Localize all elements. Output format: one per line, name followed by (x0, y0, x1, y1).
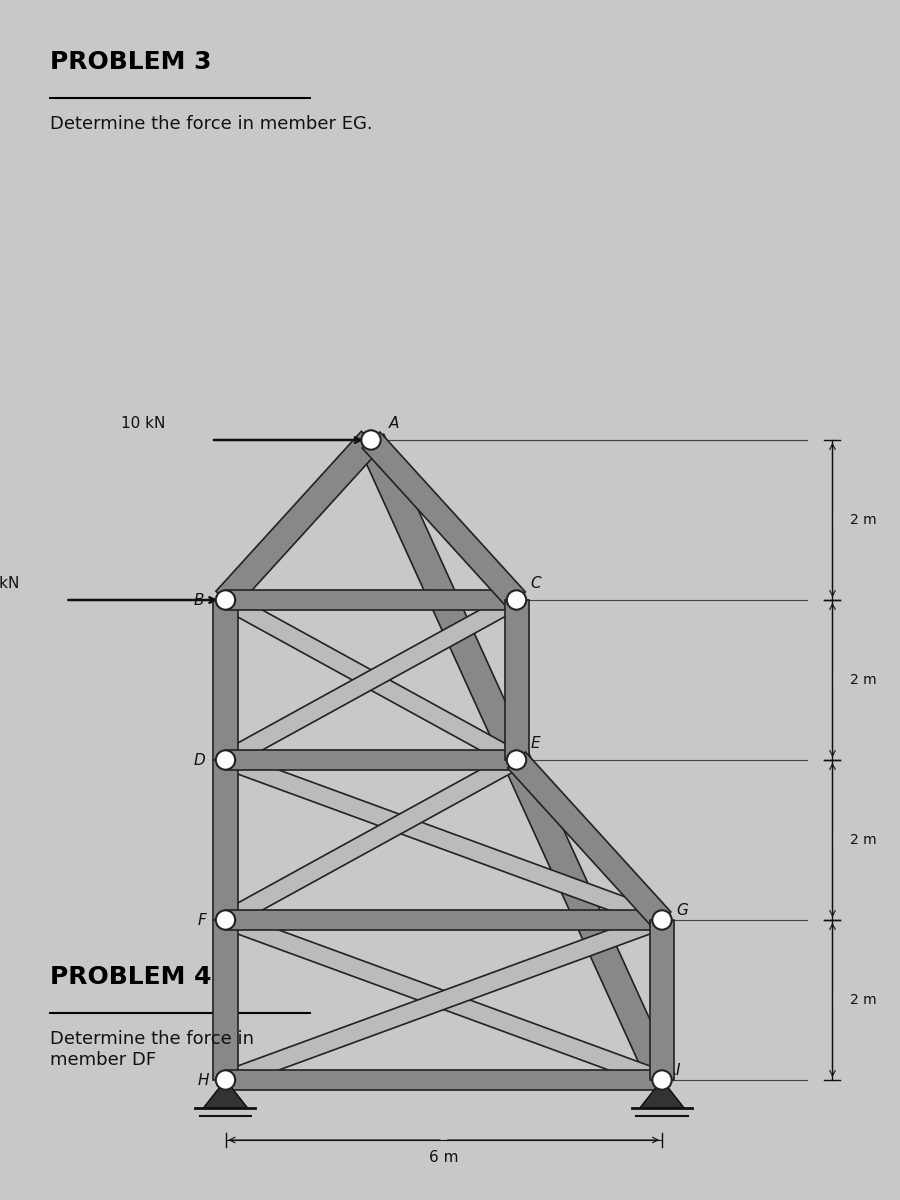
Text: C: C (530, 576, 541, 590)
Text: A: A (389, 416, 400, 431)
Polygon shape (362, 432, 526, 608)
Circle shape (652, 1070, 671, 1090)
Circle shape (507, 590, 526, 610)
Text: F: F (197, 913, 206, 928)
Circle shape (652, 911, 671, 930)
Text: Determine the force in member EG.: Determine the force in member EG. (50, 115, 373, 133)
Polygon shape (226, 910, 662, 930)
Text: 10 kN: 10 kN (121, 416, 166, 431)
Text: 2 m: 2 m (850, 833, 878, 847)
Circle shape (216, 750, 235, 769)
Polygon shape (222, 751, 665, 929)
Polygon shape (505, 600, 528, 760)
Text: 2 m: 2 m (850, 512, 878, 527)
Text: PROBLEM 4: PROBLEM 4 (50, 965, 212, 989)
Polygon shape (221, 592, 521, 768)
Text: B: B (194, 593, 204, 608)
Polygon shape (212, 600, 238, 760)
Text: E: E (530, 736, 540, 751)
Text: PROBLEM 3: PROBLEM 3 (50, 50, 212, 74)
Text: Determine the force in
member DF: Determine the force in member DF (50, 1030, 254, 1069)
Text: 2 m: 2 m (850, 994, 878, 1007)
Text: D: D (194, 754, 205, 768)
Polygon shape (221, 752, 521, 928)
Text: 2 m: 2 m (850, 673, 878, 686)
Text: I: I (676, 1063, 680, 1078)
Circle shape (361, 431, 381, 450)
Polygon shape (203, 1080, 248, 1108)
Polygon shape (650, 920, 674, 1080)
Polygon shape (216, 431, 381, 608)
Polygon shape (358, 434, 675, 1086)
Polygon shape (212, 760, 238, 920)
Polygon shape (226, 1070, 662, 1090)
Circle shape (216, 1070, 235, 1090)
Text: H: H (197, 1073, 209, 1088)
Circle shape (216, 911, 235, 930)
Circle shape (216, 590, 235, 610)
Polygon shape (222, 912, 665, 1088)
Polygon shape (640, 1080, 684, 1108)
Polygon shape (222, 912, 665, 1088)
Polygon shape (221, 592, 521, 768)
Polygon shape (508, 752, 670, 928)
Text: 14 kN: 14 kN (0, 576, 20, 590)
Text: G: G (676, 904, 688, 918)
Polygon shape (226, 750, 517, 770)
Polygon shape (226, 590, 517, 610)
Text: 6 m: 6 m (429, 1150, 458, 1165)
Circle shape (507, 750, 526, 769)
Polygon shape (212, 920, 238, 1080)
